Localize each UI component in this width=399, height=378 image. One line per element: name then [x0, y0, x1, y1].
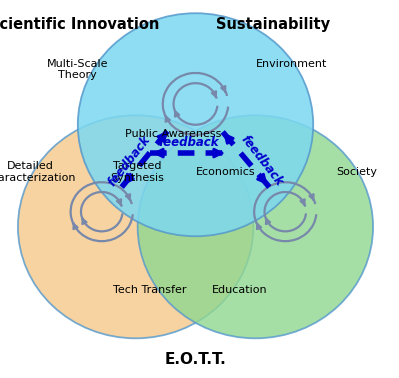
Text: Scientific Innovation: Scientific Innovation — [0, 17, 159, 32]
Text: Targeted
Synthesis: Targeted Synthesis — [111, 161, 165, 183]
Text: Public Awareness: Public Awareness — [125, 129, 222, 139]
Text: Education: Education — [211, 285, 267, 295]
Text: Sustainability: Sustainability — [216, 17, 330, 32]
Circle shape — [138, 115, 373, 338]
Text: Society: Society — [337, 167, 377, 177]
Text: Detailed
Characterization: Detailed Characterization — [0, 161, 76, 183]
Text: Environment: Environment — [256, 59, 327, 68]
Text: Tech Transfer: Tech Transfer — [113, 285, 186, 295]
Text: feedback: feedback — [106, 133, 154, 189]
Text: feedback: feedback — [237, 133, 285, 189]
Text: E.O.T.T.: E.O.T.T. — [165, 352, 226, 367]
Circle shape — [78, 13, 313, 236]
Text: Multi-Scale
Theory: Multi-Scale Theory — [47, 59, 109, 80]
Text: Economics: Economics — [196, 167, 255, 177]
Circle shape — [18, 115, 253, 338]
Text: feedback: feedback — [158, 136, 219, 149]
